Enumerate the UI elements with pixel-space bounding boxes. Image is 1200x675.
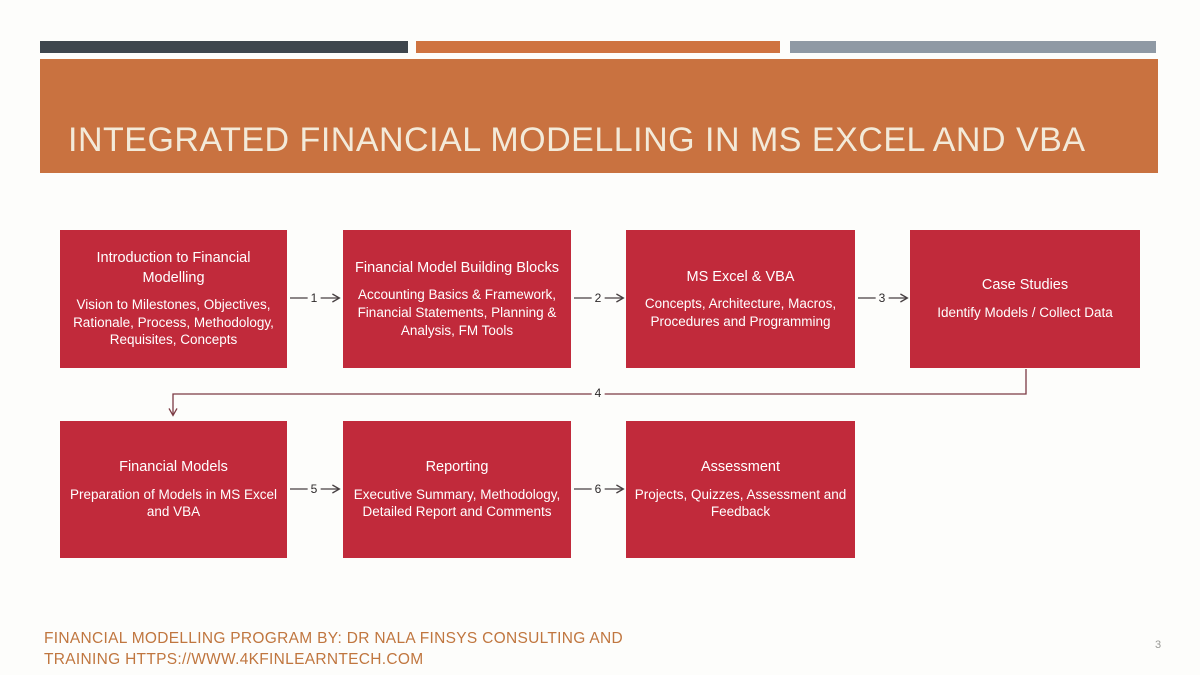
- box-title: Assessment: [701, 459, 780, 476]
- flow-box-building-blocks: Financial Model Building Blocks Accounti…: [343, 230, 571, 368]
- connector-4-label: 4: [591, 386, 605, 400]
- box-title: Financial Models: [119, 459, 228, 476]
- connector-6-label: 6: [591, 482, 605, 496]
- connector-3-label: 3: [875, 291, 889, 305]
- box-body: Preparation of Models in MS Excel and VB…: [69, 486, 278, 520]
- box-body: Concepts, Architecture, Macros, Procedur…: [644, 296, 837, 329]
- slide-title: INTEGRATED FINANCIAL MODELLING IN MS EXC…: [68, 121, 1086, 159]
- box-body: Vision to Milestones, Objectives, Ration…: [73, 297, 274, 348]
- top-accent-bar-gray: [790, 41, 1156, 53]
- box-body: Identify Models / Collect Data: [937, 305, 1113, 320]
- box-title: Financial Model Building Blocks: [355, 259, 559, 276]
- flow-box-financial-models: Financial Models Preparation of Models i…: [60, 421, 287, 558]
- top-accent-bar-dark: [40, 41, 408, 53]
- footer-text: FINANCIAL MODELLING PROGRAM BY: DR NALA …: [44, 630, 623, 669]
- box-body: Projects, Quizzes, Assessment and Feedba…: [634, 486, 847, 520]
- connector-2-label: 2: [591, 291, 605, 305]
- box-title: Case Studies: [981, 277, 1069, 294]
- flow-box-reporting: Reporting Executive Summary, Methodology…: [343, 421, 571, 558]
- flow-box-introduction: Introduction to Financial Modelling Visi…: [60, 230, 287, 368]
- box-title: MS Excel & VBA: [686, 268, 795, 285]
- box-body: Accounting Basics & Framework, Financial…: [357, 287, 557, 338]
- box-title: Reporting: [425, 459, 489, 476]
- page-number: 3: [1154, 639, 1162, 651]
- box-title: Introduction to Financial Modelling: [96, 250, 251, 286]
- flow-box-assessment: Assessment Projects, Quizzes, Assessment…: [626, 421, 855, 558]
- flow-box-case-studies: Case Studies Identify Models / Collect D…: [910, 230, 1140, 368]
- title-banner: INTEGRATED FINANCIAL MODELLING IN MS EXC…: [40, 59, 1158, 173]
- connector-5-label: 5: [307, 482, 321, 496]
- connector-1-label: 1: [307, 291, 321, 305]
- flow-box-excel-vba: MS Excel & VBA Concepts, Architecture, M…: [626, 230, 855, 368]
- top-accent-bar-orange: [416, 41, 780, 53]
- box-body: Executive Summary, Methodology, Detailed…: [353, 486, 561, 520]
